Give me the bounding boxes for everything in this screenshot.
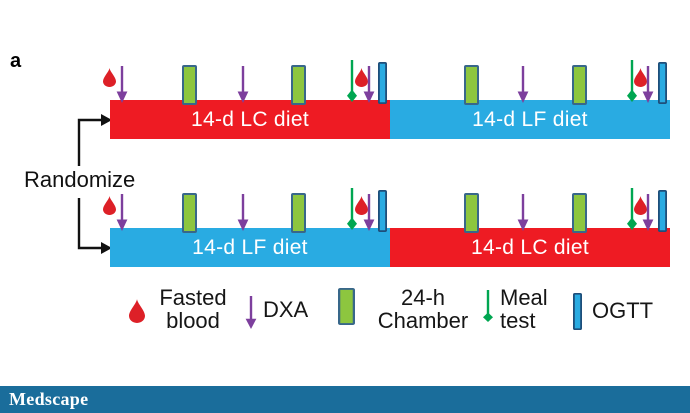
randomize-bracket-arrows bbox=[77, 114, 112, 254]
fasted-blood-marker bbox=[102, 196, 116, 215]
medscape-logo: Medscape bbox=[9, 389, 89, 409]
ogtt-marker bbox=[377, 62, 387, 104]
dxa-marker bbox=[115, 194, 129, 231]
chamber-marker bbox=[290, 193, 306, 233]
meal-test-marker bbox=[346, 60, 358, 102]
footer-bar: Medscape bbox=[0, 386, 690, 413]
dxa-marker bbox=[641, 194, 655, 231]
fasted-blood-marker bbox=[354, 68, 368, 87]
ogtt-marker bbox=[657, 62, 667, 104]
dxa-marker bbox=[362, 66, 376, 103]
arm2-segment-lf-diet: 14-d LF diet bbox=[110, 228, 390, 267]
arm2-segment-lc-diet: 14-d LC diet bbox=[390, 228, 670, 267]
dxa-marker bbox=[516, 66, 530, 103]
chamber-marker bbox=[181, 193, 197, 233]
ogtt-marker bbox=[377, 190, 387, 232]
arm1-segment-lc-diet: 14-d LC diet bbox=[110, 100, 390, 139]
ogtt-marker bbox=[657, 190, 667, 232]
fasted-blood-marker bbox=[102, 68, 116, 87]
arrow-to-arm2 bbox=[101, 242, 112, 254]
meal-test-marker bbox=[626, 60, 638, 102]
panel-label: a bbox=[10, 50, 22, 72]
dxa-marker bbox=[641, 66, 655, 103]
arm-2-timeline-bar: 14-d LF diet 14-d LC diet bbox=[110, 228, 670, 267]
randomize-label: Randomize bbox=[24, 167, 136, 192]
legend-label-chamber: 24-h Chamber bbox=[377, 285, 469, 333]
fasted-blood-icon bbox=[129, 299, 145, 323]
dxa-arrow-icon bbox=[244, 296, 258, 329]
chamber-icon bbox=[338, 288, 355, 325]
ogtt-icon bbox=[573, 293, 582, 330]
fasted-blood-marker bbox=[633, 68, 647, 87]
fasted-blood-marker bbox=[633, 196, 647, 215]
dxa-marker bbox=[236, 194, 250, 231]
meal-test-marker bbox=[346, 188, 358, 230]
legend-label-fasted-blood: Fasted blood bbox=[159, 285, 227, 333]
arrow-to-arm1 bbox=[101, 114, 112, 126]
chamber-marker bbox=[463, 65, 479, 105]
chamber-marker bbox=[571, 193, 587, 233]
dxa-marker bbox=[516, 194, 530, 231]
meal-test-arrow-icon bbox=[482, 290, 494, 322]
dxa-marker bbox=[362, 194, 376, 231]
arm-1-timeline-bar: 14-d LC diet 14-d LF diet bbox=[110, 100, 670, 139]
legend-label-meal-test: Meal test bbox=[500, 285, 548, 333]
dxa-marker bbox=[236, 66, 250, 103]
dxa-marker bbox=[115, 66, 129, 103]
arm1-segment-lf-diet: 14-d LF diet bbox=[390, 100, 670, 139]
legend-label-ogtt: OGTT bbox=[592, 298, 654, 323]
legend-label-dxa: DXA bbox=[263, 297, 309, 322]
chamber-marker bbox=[463, 193, 479, 233]
chamber-marker bbox=[181, 65, 197, 105]
chamber-marker bbox=[571, 65, 587, 105]
meal-test-marker bbox=[626, 188, 638, 230]
chamber-marker bbox=[290, 65, 306, 105]
fasted-blood-marker bbox=[354, 196, 368, 215]
